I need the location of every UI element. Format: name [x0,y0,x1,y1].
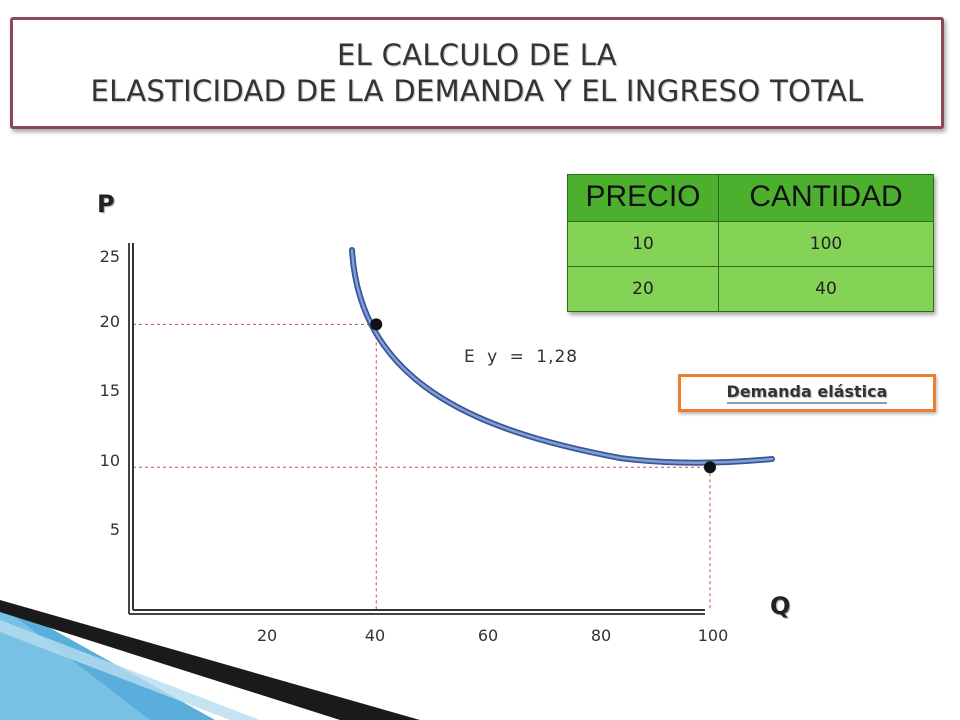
corner-light-wedge [0,605,150,720]
x-tick-100: 100 [697,626,729,645]
table-row: 20 40 [567,266,934,312]
table-row: 10 100 [567,221,934,267]
cell-precio: 20 [567,266,719,312]
cell-cantidad: 40 [718,266,934,312]
guide-lines [133,323,711,610]
axes [128,243,705,615]
y-tick-10: 10 [99,451,120,470]
corner-black-stripe [0,600,420,720]
title-line-2: ELASTICIDAD DE LA DEMANDA Y EL INGRESO T… [90,74,864,108]
x-tick-60: 60 [477,626,499,645]
y-tick-25: 25 [99,247,120,266]
x-tick-40: 40 [364,626,386,645]
price-quantity-table: PRECIO CANTIDAD 10 100 20 40 [567,174,934,312]
header-precio: PRECIO [567,174,719,222]
corner-pale-stripe [0,620,260,720]
demand-point [370,318,383,331]
x-tick-80: 80 [590,626,612,645]
corner-decoration [0,600,420,720]
elasticity-label: E y = 1,28 [464,347,579,367]
elastic-demand-badge: Demanda elástica [678,374,936,412]
title-line-1: EL CALCULO DE LA [337,38,617,72]
demand-curve [350,248,774,464]
cell-precio: 10 [567,221,719,267]
x-axis-letter: Q [770,592,791,620]
table-header-row: PRECIO CANTIDAD [567,174,934,222]
y-axis-letter: P [97,190,115,218]
title-box: EL CALCULO DE LA ELASTICIDAD DE LA DEMAN… [10,17,944,129]
y-tick-20: 20 [99,312,120,331]
x-tick-20: 20 [256,626,278,645]
elastic-demand-label: Demanda elástica [726,382,888,404]
cell-cantidad: 100 [718,221,934,267]
demand-points [370,318,716,474]
y-tick-5: 5 [109,520,120,539]
demand-point [704,461,716,474]
header-cantidad: CANTIDAD [718,174,934,222]
y-tick-15: 15 [99,381,120,400]
